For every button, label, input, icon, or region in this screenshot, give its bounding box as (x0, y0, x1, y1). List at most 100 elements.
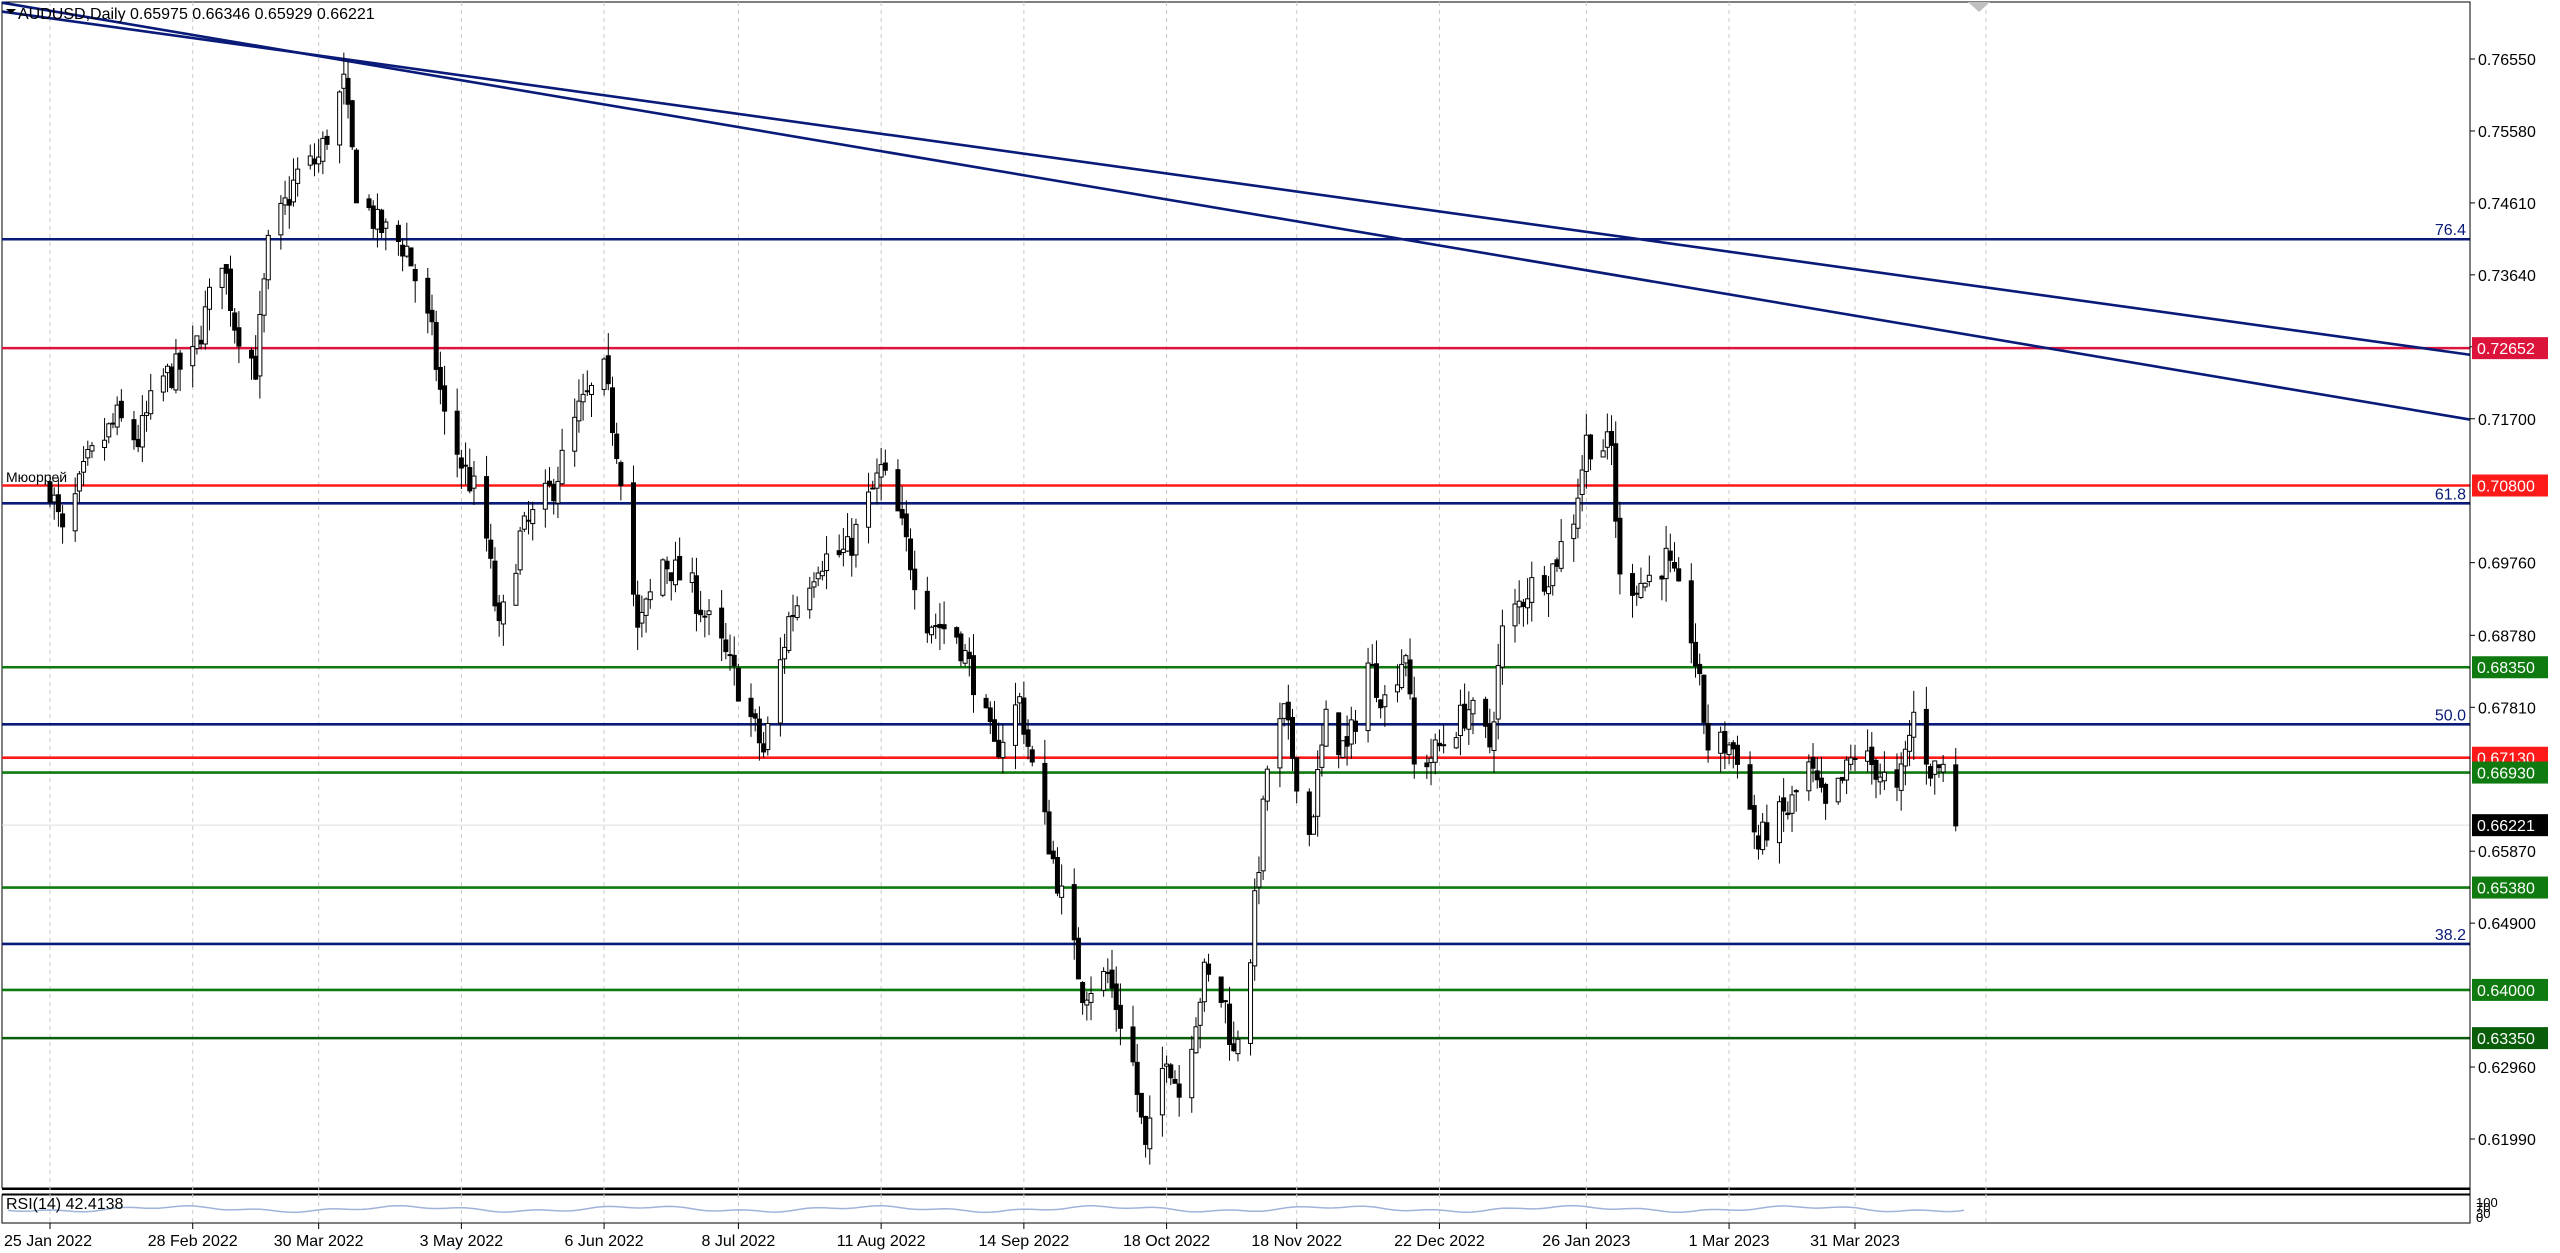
candle-body (719, 607, 725, 639)
candle-body (941, 624, 947, 630)
candle-body (761, 743, 767, 753)
candle-body (202, 306, 208, 345)
candle-body (198, 339, 204, 345)
shift-marker-icon[interactable] (1968, 2, 1990, 12)
candle-body (316, 156, 322, 165)
candle-body (1806, 761, 1812, 792)
candle-body (1600, 450, 1606, 458)
candle-body (1894, 769, 1900, 788)
indicator-pane (1, 1194, 2471, 1224)
candle-body (870, 487, 876, 490)
x-tick-label: 26 Jan 2023 (1542, 1233, 1630, 1250)
candle-body (1755, 835, 1761, 850)
candle-body (526, 519, 532, 522)
candle-body (236, 327, 242, 347)
candle-body (1529, 577, 1535, 603)
candle-body (1369, 663, 1375, 666)
candle-body (1940, 763, 1946, 773)
candle-body (1382, 694, 1388, 708)
candle-body (643, 598, 649, 616)
candle-body (278, 202, 284, 236)
candle-body (1147, 1117, 1153, 1150)
candle-body (290, 179, 296, 203)
candle-body (1059, 885, 1065, 898)
candle-body (1231, 1043, 1237, 1052)
candle-body (1923, 708, 1929, 765)
y-tick-label: 0.69760 (2478, 556, 2536, 573)
candle-body (1109, 969, 1115, 989)
candle-body (467, 467, 473, 492)
candle-body (370, 205, 376, 229)
candle-body (811, 581, 817, 588)
candle-body (1583, 434, 1589, 472)
candle-body (912, 568, 918, 591)
candle-body (311, 158, 317, 165)
candle-body (207, 286, 213, 310)
symbol-header: AUDUSD,Daily 0.65975 0.66346 0.65929 0.6… (18, 6, 375, 23)
candle-body (1117, 1004, 1123, 1029)
candle-body (1457, 704, 1463, 737)
candle-body (815, 572, 821, 580)
candle-body (1848, 757, 1854, 765)
candle-body (131, 419, 137, 441)
candle-body (1751, 805, 1757, 833)
candle-body (114, 404, 120, 428)
vertical-gridlines (49, 2, 1987, 1223)
candle-body (1080, 982, 1086, 1004)
candle-body (353, 149, 359, 204)
rsi-axis-label: 0 (2476, 1210, 2483, 1225)
candle-body (190, 346, 196, 367)
candle-body (219, 267, 225, 288)
level-labels: 0.726520.708000.683500.671300.669300.653… (2472, 337, 2548, 1050)
candle-body (1688, 580, 1694, 644)
candle-body (1071, 884, 1077, 941)
rsi-line (7, 1204, 1965, 1214)
candle-body (698, 609, 704, 616)
candle-body (601, 358, 607, 390)
candle-body (970, 655, 976, 696)
trendline (1, 10, 2471, 357)
candle-body (404, 245, 410, 257)
candle-body (1487, 723, 1493, 748)
x-tick-label: 11 Aug 2022 (837, 1233, 926, 1250)
candle-body (194, 335, 200, 350)
candle-body (177, 352, 183, 370)
y-tick-label: 0.68780 (2478, 628, 2536, 645)
candle-body (1932, 760, 1938, 775)
candle-body (72, 493, 78, 532)
candle-body (853, 523, 859, 556)
y-tick-label: 0.71700 (2478, 412, 2536, 429)
candle-body (1227, 1003, 1233, 1046)
candle-body (845, 536, 851, 552)
x-tick-label: 18 Oct 2022 (1123, 1233, 1210, 1250)
candle-body (1546, 586, 1552, 595)
y-tick-label: 0.67810 (2478, 700, 2536, 717)
time-axis: 25 Jan 2022 28 Feb 2022 30 Mar 2022 3 May 2… (4, 1223, 1900, 1250)
candle-body (1823, 783, 1829, 804)
candle-body (1281, 703, 1287, 719)
candle-body (1130, 1026, 1136, 1063)
candle-body (618, 462, 624, 487)
candle-body (908, 538, 914, 571)
candle-body (521, 515, 527, 530)
candle-body (731, 654, 737, 667)
candle-body (1025, 729, 1031, 747)
candle-body (1873, 759, 1879, 780)
price-tag (2472, 337, 2548, 360)
candle-body (228, 268, 233, 311)
candle-body (735, 667, 741, 702)
candle-body (366, 198, 372, 209)
price-tag-text: 0.68350 (2477, 660, 2535, 677)
candle-body (614, 433, 620, 460)
candle-body (1789, 794, 1795, 814)
candle-body (1436, 742, 1442, 747)
candle-body (580, 393, 586, 403)
candle-body (425, 277, 431, 314)
candle-body (1697, 663, 1703, 675)
candle-body (1550, 563, 1556, 587)
candle-body (1138, 1092, 1144, 1118)
candle-body (408, 247, 414, 267)
fib-level-label: 76.4 (2435, 222, 2466, 239)
candle-body (379, 209, 385, 234)
candle-body (664, 560, 670, 570)
